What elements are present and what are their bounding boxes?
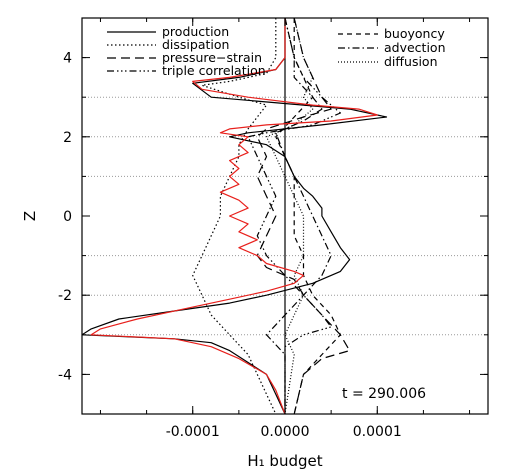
y-tick-label: -4 xyxy=(58,367,72,383)
legend-label: diffusion xyxy=(384,54,438,69)
x-tick-label: 0.0000 xyxy=(261,424,310,440)
time-annotation: t = 290.006 xyxy=(342,386,426,402)
legend-label: production xyxy=(162,24,229,39)
y-axis-label: Z xyxy=(21,211,39,221)
y-tick-label: 4 xyxy=(63,51,72,67)
x-axis-label: H₁ budget xyxy=(247,452,322,470)
series-line xyxy=(90,18,378,414)
legend-label: pressure−strain xyxy=(162,50,262,65)
series-line xyxy=(265,18,314,414)
x-tick-label: -0.0001 xyxy=(166,424,220,440)
x-tick-label: 0.0001 xyxy=(353,424,402,440)
y-tick-label: 2 xyxy=(63,130,72,146)
series-line xyxy=(247,18,341,414)
legend-label: buoyoncy xyxy=(384,26,445,41)
series-line xyxy=(265,18,332,414)
axis-ticks: -0.0001 0.0000 0.0001 -4 -2 0 2 4 xyxy=(58,17,488,440)
legend-label: dissipation xyxy=(162,37,229,52)
series-layer xyxy=(82,18,388,414)
y-tick-label: 0 xyxy=(63,209,72,225)
series-line xyxy=(256,18,351,414)
series-line xyxy=(192,18,277,414)
y-tick-label: -2 xyxy=(58,288,72,304)
legend-label: triple correlation xyxy=(162,63,266,78)
legend-label: advection xyxy=(384,40,446,55)
legend: productiondissipationpressure−straintrip… xyxy=(107,24,446,78)
